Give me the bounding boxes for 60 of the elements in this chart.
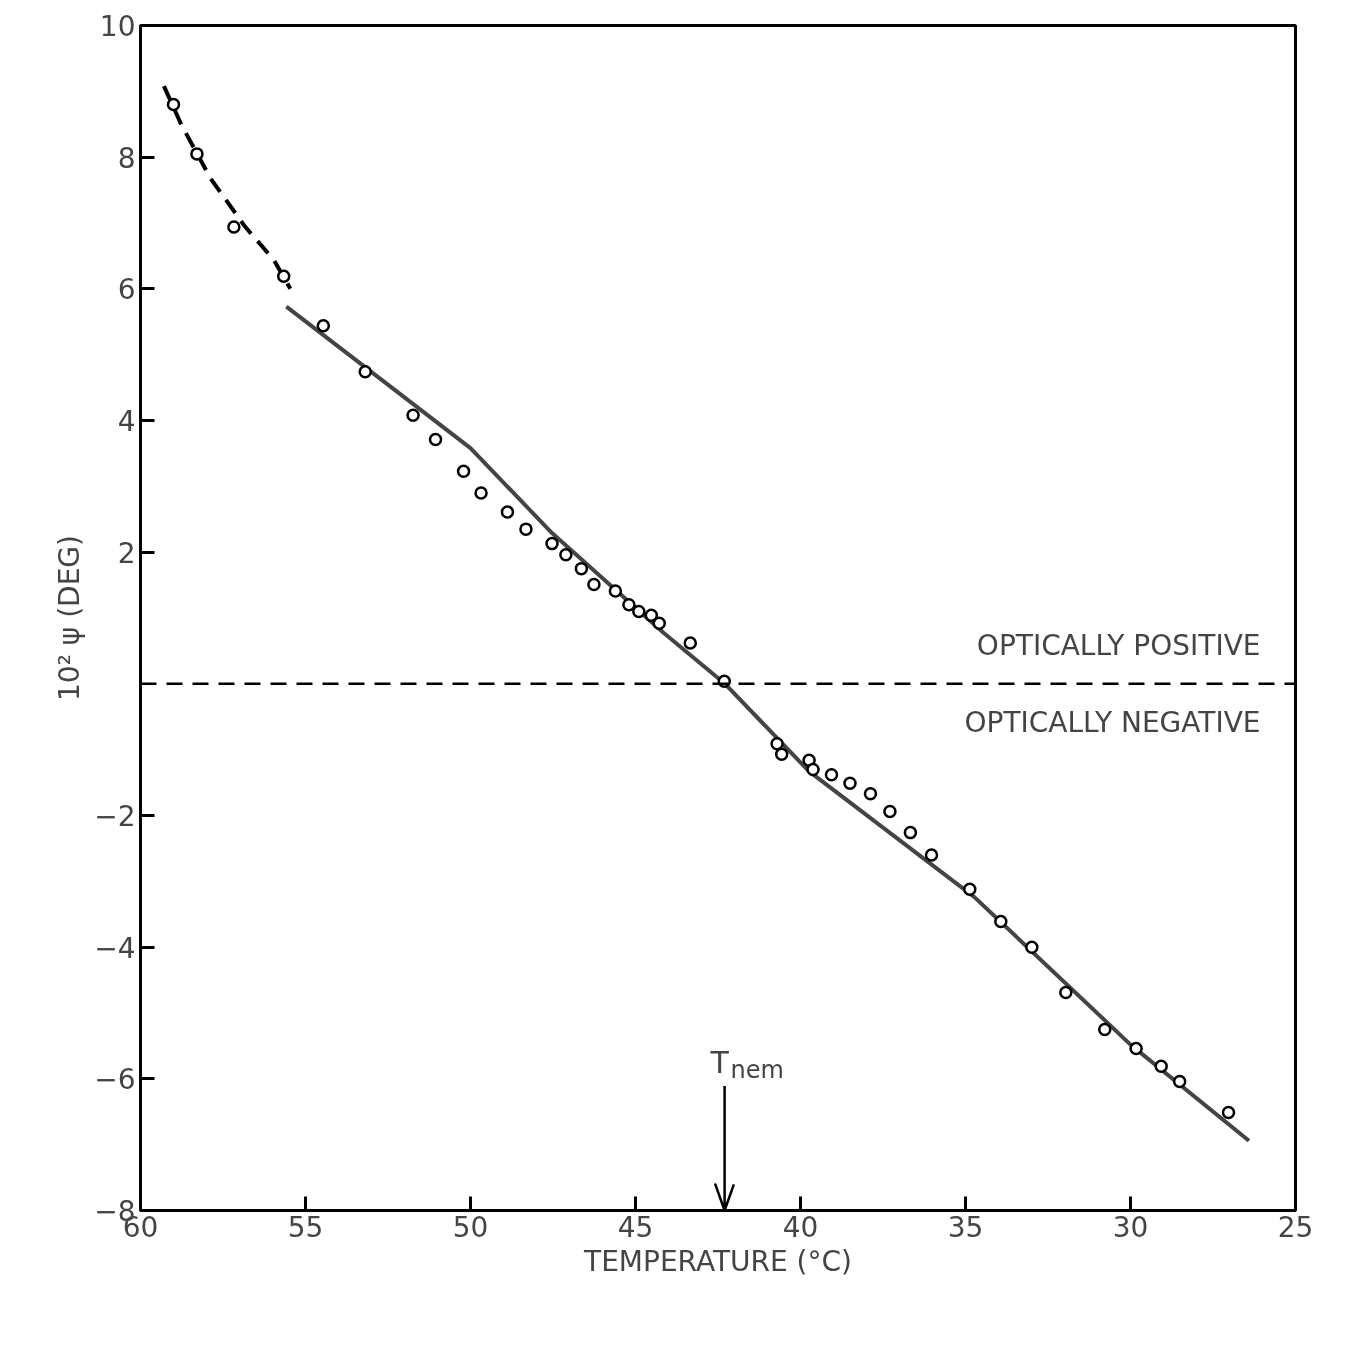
point: [559, 548, 573, 562]
point: [1129, 1041, 1143, 1056]
point: [587, 577, 601, 592]
point: [903, 825, 918, 840]
annotation: OPTICALLY POSITIVE: [976, 628, 1261, 662]
y-tick-label: 8: [117, 141, 136, 175]
point: [545, 536, 559, 551]
point: [1221, 1105, 1236, 1120]
point: [190, 147, 204, 161]
point: [1025, 940, 1039, 954]
point: [1172, 1074, 1187, 1089]
point: [406, 408, 420, 422]
point: [883, 804, 897, 819]
point: [500, 505, 515, 519]
point: [519, 522, 533, 536]
point: [622, 598, 636, 612]
x-tick-label: 40: [782, 1210, 819, 1244]
point: [994, 914, 1008, 929]
x-tick-label: 25: [1277, 1210, 1314, 1244]
point: [456, 464, 471, 478]
point: [474, 486, 488, 500]
y-tick-label: 2: [117, 536, 136, 570]
x-tick-label: 45: [617, 1210, 654, 1244]
point: [227, 220, 241, 234]
y-axis-title: 10² ψ (DEG): [53, 535, 87, 701]
x-tick-label: 30: [1112, 1210, 1149, 1244]
point: [1098, 1022, 1112, 1037]
y-tick-label: 4: [117, 405, 136, 438]
point: [574, 561, 589, 576]
y-tick-label: −4: [94, 931, 136, 965]
point: [276, 269, 291, 284]
point: [358, 365, 372, 379]
x-tick-label: 50: [452, 1210, 489, 1244]
point: [806, 762, 820, 777]
point: [963, 882, 977, 896]
y-tick-label: 6: [117, 273, 136, 307]
point: [770, 737, 784, 751]
point: [608, 584, 623, 598]
y-tick-label: −2: [94, 800, 136, 833]
point: [843, 776, 857, 790]
annotation: OPTICALLY NEGATIVE: [964, 705, 1261, 739]
point: [924, 848, 939, 862]
line-series: [161, 84, 293, 291]
point: [1154, 1059, 1168, 1074]
point: [652, 616, 667, 631]
x-tick-label: 35: [947, 1210, 984, 1244]
point: [316, 318, 331, 333]
point: [1059, 985, 1073, 1000]
point: [863, 787, 878, 801]
y-tick-label: −6: [94, 1063, 136, 1097]
point: [166, 97, 181, 112]
point: [683, 636, 698, 650]
point: [428, 432, 443, 447]
point: [644, 608, 659, 623]
y-tick-label: 10: [99, 10, 136, 43]
point: [632, 604, 646, 619]
point: [824, 767, 839, 782]
x-axis-title: TEMPERATURE (°C): [583, 1244, 852, 1278]
x-tick-label: 55: [287, 1210, 324, 1244]
point: [774, 747, 789, 762]
